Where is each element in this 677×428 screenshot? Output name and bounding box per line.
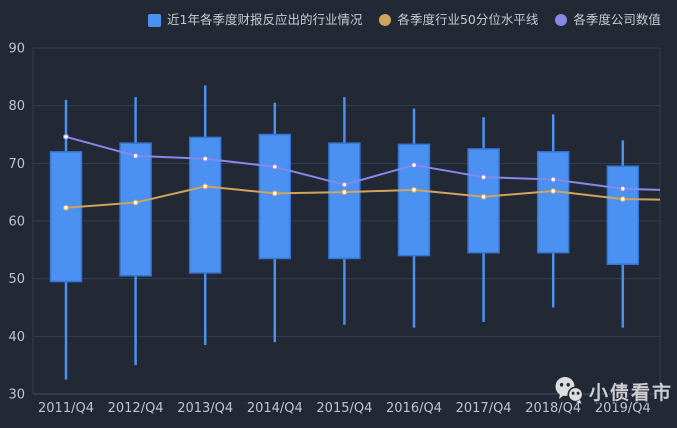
data-point[interactable] <box>480 174 487 181</box>
data-point[interactable] <box>341 189 348 196</box>
candle-box[interactable] <box>49 151 83 283</box>
legend-item-industry-boxes[interactable]: 近1年各季度财报反应出的行业情况 <box>148 12 362 28</box>
y-tick-label: 50 <box>8 272 25 287</box>
y-tick-label: 70 <box>8 157 25 172</box>
candle-box[interactable] <box>536 151 570 254</box>
x-tick-label: 2019/Q4 <box>595 401 651 416</box>
data-point[interactable] <box>271 190 278 197</box>
data-point[interactable] <box>480 193 487 200</box>
legend: 近1年各季度财报反应出的行业情况 各季度行业50分位水平线 各季度公司数值 <box>148 12 661 28</box>
data-point[interactable] <box>132 199 139 206</box>
data-point[interactable] <box>619 196 626 203</box>
y-tick-label: 30 <box>8 388 25 403</box>
candle-box[interactable] <box>258 133 292 260</box>
data-point[interactable] <box>202 183 209 190</box>
median-line[interactable] <box>65 185 661 209</box>
legend-item-label: 各季度行业50分位水平线 <box>397 12 539 27</box>
blue-square-legend-icon <box>148 13 161 27</box>
data-point[interactable] <box>202 155 209 162</box>
y-tick-label: 90 <box>8 42 25 57</box>
data-point[interactable] <box>341 181 348 188</box>
chat-bubbles-logo-icon <box>555 377 584 404</box>
x-tick-label: 2017/Q4 <box>456 401 512 416</box>
x-tick-label: 2013/Q4 <box>177 401 233 416</box>
x-tick-label: 2012/Q4 <box>108 401 164 416</box>
candle-box[interactable] <box>397 143 431 257</box>
data-point[interactable] <box>62 204 69 211</box>
data-point[interactable] <box>411 162 418 169</box>
data-point[interactable] <box>550 176 557 183</box>
data-point[interactable] <box>411 186 418 193</box>
data-point[interactable] <box>550 188 557 195</box>
x-tick-label: 2016/Q4 <box>386 401 442 416</box>
candle-box[interactable] <box>119 142 152 277</box>
legend-item-company-value[interactable]: 各季度公司数值 <box>555 12 661 28</box>
legend-item-label: 各季度公司数值 <box>573 12 661 27</box>
candle-box[interactable] <box>606 165 640 265</box>
data-point[interactable] <box>62 133 69 140</box>
y-tick-label: 40 <box>8 330 25 345</box>
data-point[interactable] <box>132 152 139 159</box>
y-tick-label: 80 <box>8 99 25 114</box>
data-point[interactable] <box>619 185 626 192</box>
legend-item-median-line[interactable]: 各季度行业50分位水平线 <box>379 12 538 28</box>
watermark-text: 小债看市 <box>588 381 673 404</box>
candle-box[interactable] <box>328 142 361 260</box>
x-tick-label: 2018/Q4 <box>525 401 581 416</box>
x-tick-label: 2014/Q4 <box>247 401 303 416</box>
company-value-line[interactable] <box>65 135 661 191</box>
watermark: 小债看市 <box>553 374 673 408</box>
x-tick-label: 2011/Q4 <box>38 401 94 416</box>
legend-item-label: 近1年各季度财报反应出的行业情况 <box>167 12 363 27</box>
orange-circle-legend-icon <box>379 14 392 26</box>
y-tick-label: 60 <box>8 215 25 230</box>
x-tick-label: 2015/Q4 <box>316 401 372 416</box>
data-point[interactable] <box>271 163 278 170</box>
candle-box[interactable] <box>467 148 500 254</box>
purple-circle-legend-icon <box>555 14 568 26</box>
